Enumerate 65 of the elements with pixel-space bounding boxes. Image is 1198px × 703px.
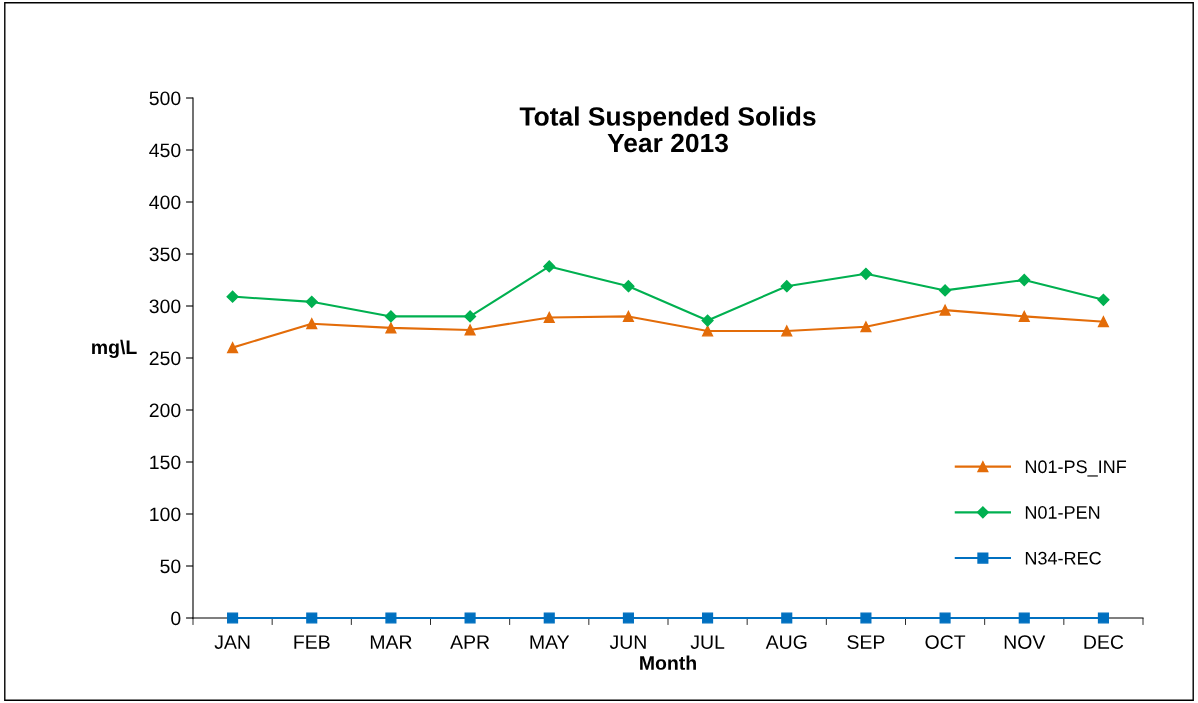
point (305, 295, 318, 308)
point (1097, 612, 1109, 624)
point (860, 321, 872, 333)
x-tick-label: NOV (1004, 635, 1046, 649)
point (859, 267, 873, 280)
point (384, 310, 398, 323)
point (385, 322, 397, 334)
point (938, 284, 952, 297)
point (702, 325, 714, 337)
point (701, 314, 714, 327)
x-axis-title: Month (640, 655, 696, 670)
point (226, 290, 239, 303)
point (860, 612, 872, 624)
text: Total Suspended Solids Year 2013 (519, 106, 816, 153)
point (464, 324, 476, 336)
y-tick-label: 0 (171, 611, 181, 626)
point (781, 612, 793, 624)
point (463, 310, 477, 323)
point (385, 612, 397, 624)
point (781, 325, 793, 337)
x-tick-label: JUL (690, 635, 725, 649)
point (1018, 310, 1030, 322)
point (1018, 612, 1030, 624)
point (543, 260, 556, 273)
point (702, 612, 714, 624)
point (622, 310, 634, 322)
point (464, 612, 476, 624)
point (939, 304, 951, 316)
x-tick-label: JUN (609, 635, 646, 649)
point (780, 280, 793, 293)
y-tick-label: 400 (149, 195, 181, 210)
x-tick-label: OCT (925, 635, 966, 649)
x-tick-label: APR (450, 635, 490, 649)
x-tick-label: JAN (214, 635, 250, 649)
point (1097, 293, 1110, 306)
x-tick-label: MAR (370, 635, 412, 649)
y-tick-label: 200 (149, 403, 181, 418)
x-tick-label: FEB (294, 635, 330, 649)
x-tick-label: SEP (847, 635, 885, 649)
legend-label: N34-REC (1025, 551, 1101, 565)
point (306, 612, 318, 624)
point (939, 612, 951, 624)
legend-label: N01-PS_INF (1025, 460, 1127, 477)
point (622, 612, 634, 624)
point (306, 318, 318, 330)
point (622, 280, 635, 293)
point (543, 612, 555, 624)
point (1097, 316, 1109, 328)
y-tick-label: 500 (149, 91, 181, 106)
point (1018, 273, 1031, 287)
y-tick-label: 100 (150, 507, 181, 522)
y-axis-title: mg\L (92, 339, 137, 358)
y-tick-label: 50 (160, 559, 181, 574)
x-tick-label: AUG (765, 635, 807, 649)
y-tick-label: 350 (149, 247, 181, 262)
point (227, 342, 239, 354)
x-tick-label: DEC (1084, 635, 1124, 649)
x-tick-label: MAY (530, 635, 570, 649)
y-tick-label: 150 (150, 455, 181, 470)
y-tick-label: 300 (149, 299, 181, 314)
legend-label: N01-PEN (1025, 506, 1100, 519)
point (543, 311, 555, 323)
y-tick-label: 250 (149, 351, 181, 366)
y-tick-label: 450 (149, 143, 181, 158)
point (227, 612, 239, 624)
